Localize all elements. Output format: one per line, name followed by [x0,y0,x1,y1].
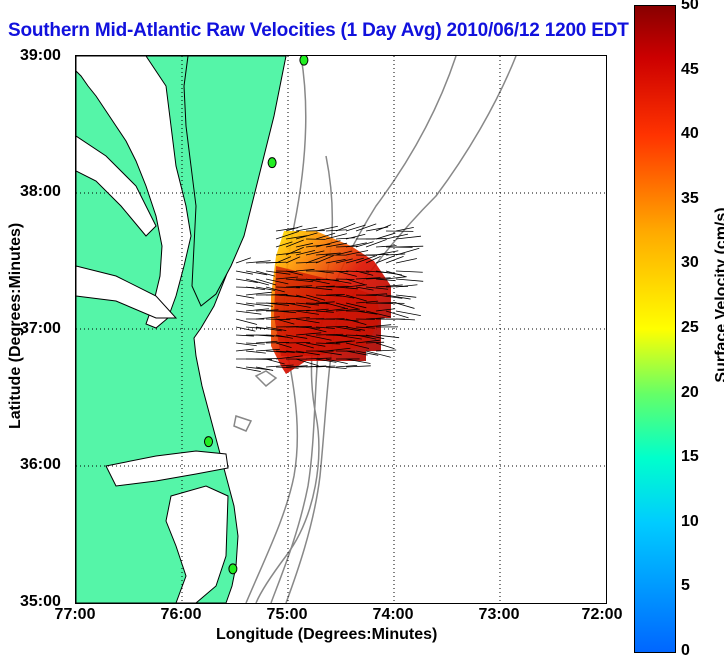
colorbar-tick: 15 [681,448,699,466]
velocity-arrow [236,311,261,314]
map-svg [76,56,606,603]
velocity-arrow [246,351,266,353]
y-tick-4: 35:00 [20,593,61,611]
station-marker [300,56,308,65]
velocity-arrow [396,303,415,308]
velocity-arrow [366,351,391,357]
velocity-arrow [396,246,423,247]
velocity-arrow [236,295,254,298]
velocity-arrow [236,258,251,263]
velocity-arrow [376,255,395,263]
colorbar-tick: 50 [681,0,699,14]
y-axis-label: Latitude (Degrees:Minutes) [7,229,25,429]
velocity-arrow [396,258,417,263]
velocity-arrow [236,319,257,324]
y-tick-0: 39:00 [20,47,61,65]
colorbar [634,5,676,653]
colorbar-tick: 10 [681,513,699,531]
colorbar-tick: 25 [681,319,699,337]
x-tick-5: 72:00 [582,606,623,624]
velocity-arrow [336,279,354,280]
velocity-arrow [396,271,423,272]
colorbar-tick: 20 [681,384,699,402]
x-tick-3: 74:00 [373,606,414,624]
velocity-arrow [386,254,405,255]
colorbar-tick: 5 [681,577,690,595]
colorbar-tick: 30 [681,254,699,272]
delmarva-peninsula [184,56,286,306]
y-tick-3: 36:00 [20,456,61,474]
x-tick-1: 76:00 [161,606,202,624]
station-marker [268,158,276,168]
velocity-arrow [396,248,419,255]
x-axis-label: Longitude (Degrees:Minutes) [216,626,437,644]
velocity-arrow [396,279,423,281]
velocity-arrow [346,234,365,239]
velocity-arrow [386,271,406,277]
colorbar-tick: 0 [681,642,690,660]
velocity-arrow [266,342,289,343]
velocity-arrow [376,233,395,239]
x-tick-2: 75:00 [267,606,308,624]
velocity-arrow [396,319,415,320]
station-marker [205,437,213,447]
velocity-arrow [236,349,254,351]
colorbar-tick: 45 [681,61,699,79]
colorbar-tick: 35 [681,190,699,208]
colorbar-label: Surface Velocity (cm/s) [713,195,724,395]
map-title: Southern Mid-Atlantic Raw Velocities (1 … [8,20,629,42]
velocity-arrow [246,343,265,344]
y-tick-1: 38:00 [20,183,61,201]
colorbar-tick: 40 [681,125,699,143]
velocity-arrow [336,238,355,239]
x-tick-4: 73:00 [479,606,520,624]
map-plot-area[interactable] [75,55,607,604]
station-marker [229,564,237,574]
y-tick-2: 37:00 [20,320,61,338]
velocity-arrow [376,225,391,231]
